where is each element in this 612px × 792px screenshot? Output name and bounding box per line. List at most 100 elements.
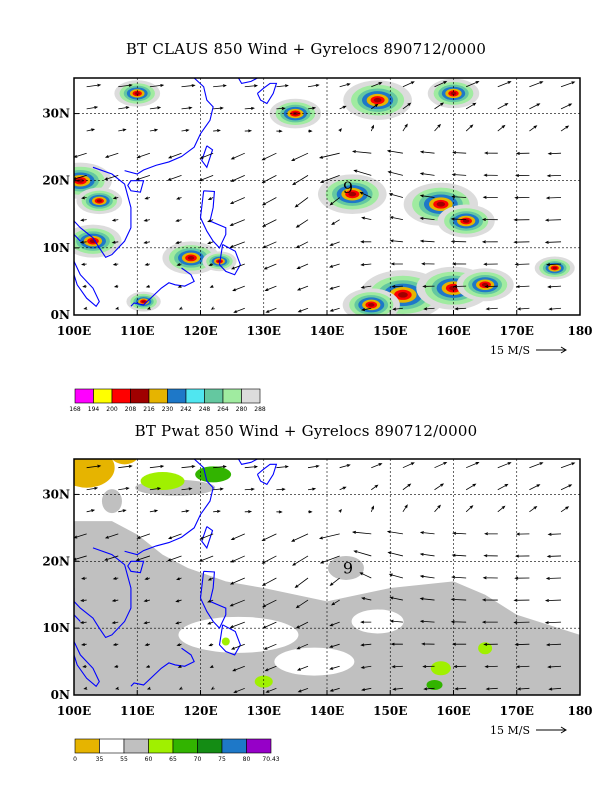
- wind-arrow: [144, 643, 150, 647]
- wind-arrow: [515, 665, 530, 669]
- wind-arrow: [82, 664, 87, 668]
- cloud-cluster: [76, 178, 84, 183]
- wind-arrow: [295, 621, 309, 629]
- wind-arrow: [229, 621, 245, 629]
- wind-arrow: [208, 263, 214, 266]
- wind-arrow: [199, 152, 214, 159]
- colorbar-label: 280: [236, 406, 248, 413]
- wind-arrow: [136, 152, 151, 159]
- wind-arrow: [295, 219, 309, 228]
- wind-arrow: [118, 106, 130, 110]
- wind-arrow: [263, 263, 277, 270]
- wind-arrow: [419, 619, 435, 623]
- wind-arrow: [516, 687, 530, 691]
- wind-arrow: [419, 574, 435, 579]
- coastlines: [74, 459, 278, 688]
- wind-arrow: [230, 533, 245, 541]
- wind-arrow: [261, 599, 277, 608]
- wind-arrow: [544, 218, 562, 222]
- wind-arrow: [465, 483, 477, 491]
- wind-arrow: [291, 533, 309, 542]
- wind-arrow: [264, 665, 277, 672]
- wind-arrow: [419, 150, 435, 154]
- reference-vector-label: 15 M/S: [490, 724, 530, 737]
- wind-arrow: [261, 197, 277, 206]
- lon-tick-label: 180: [567, 324, 592, 338]
- colorbar-swatch: [74, 388, 94, 404]
- map-title-claus: BT CLAUS 850 Wind + Gyrelocs 890712/0000: [125, 40, 487, 58]
- wind-arrow: [402, 123, 408, 132]
- lon-tick-label: 100E: [57, 324, 91, 338]
- wind-arrow: [118, 464, 133, 469]
- wind-arrow: [295, 241, 309, 249]
- wind-arrow: [198, 174, 214, 182]
- wind-arrow: [434, 462, 448, 469]
- wind-arrow: [370, 505, 374, 512]
- lat-tick-label: 0N: [51, 688, 70, 702]
- lon-tick-label: 100E: [57, 704, 91, 718]
- colorbar-swatch: [148, 388, 168, 404]
- wind-arrow: [307, 83, 320, 88]
- wind-arrow: [371, 103, 379, 110]
- wind-arrow: [112, 196, 119, 200]
- wind-arrow: [419, 552, 435, 557]
- wind-arrow: [149, 487, 162, 491]
- wind-arrow: [402, 483, 412, 491]
- lat-tick-label: 10N: [42, 621, 70, 635]
- wind-arrow: [419, 531, 435, 535]
- wind-arrow: [513, 240, 530, 244]
- colorbar-swatch: [222, 388, 242, 404]
- wind-arrow: [112, 262, 119, 266]
- wind-arrow: [483, 554, 498, 558]
- wind-arrow: [388, 573, 404, 579]
- wind-arrow: [276, 84, 289, 88]
- wind-arrow: [207, 197, 214, 201]
- wind-arrow: [560, 125, 570, 132]
- wind-arrow: [175, 218, 182, 222]
- wind-arrow: [386, 149, 403, 154]
- wind-arrow: [81, 196, 87, 200]
- wind-arrow: [291, 152, 309, 162]
- wind-arrow: [484, 532, 498, 536]
- wind-arrow: [74, 555, 87, 561]
- wind-arrow: [262, 241, 277, 249]
- pwat-high: [140, 472, 185, 491]
- pwat-high: [426, 679, 443, 690]
- wind-arrow: [419, 597, 435, 601]
- wind-arrow: [513, 598, 530, 602]
- wind-arrow: [360, 285, 372, 289]
- wind-arrow: [176, 262, 182, 266]
- wind-arrow: [207, 599, 214, 603]
- wind-arrow: [177, 284, 182, 288]
- wind-arrow: [118, 487, 130, 491]
- colorbar-swatch: [111, 388, 131, 404]
- wind-arrow: [181, 509, 190, 513]
- wind-arrow: [233, 687, 245, 693]
- lon-tick-label: 150E: [373, 704, 407, 718]
- wind-arrow: [296, 643, 309, 650]
- cloud-cluster: [398, 292, 408, 298]
- cloud-cluster: [373, 97, 382, 103]
- colorbar-swatch: [204, 388, 224, 404]
- wind-arrow: [318, 152, 340, 159]
- wind-arrow: [149, 464, 165, 469]
- colorbar-swatch: [172, 738, 198, 754]
- wind-arrow: [232, 285, 245, 292]
- wind-arrow: [264, 285, 277, 292]
- wind-arrow: [146, 306, 151, 310]
- wind-arrow: [513, 218, 530, 222]
- wind-arrow: [265, 687, 277, 693]
- wind-arrow: [465, 102, 477, 110]
- wind-arrow: [86, 83, 102, 88]
- wind-arrow: [329, 577, 340, 586]
- gyre-location-label: 9: [343, 558, 353, 577]
- wind-arrow: [450, 217, 467, 221]
- colorbar-swatch: [246, 738, 272, 754]
- wind-arrow: [213, 129, 221, 133]
- wind-arrow: [292, 175, 309, 186]
- wind-arrow: [452, 531, 467, 535]
- wind-arrow: [361, 216, 372, 221]
- cloud-cluster: [187, 256, 195, 260]
- wind-arrow: [339, 486, 347, 491]
- colorbar: 168 194 200 208 216 230 242 248 264 280 288: [69, 388, 266, 413]
